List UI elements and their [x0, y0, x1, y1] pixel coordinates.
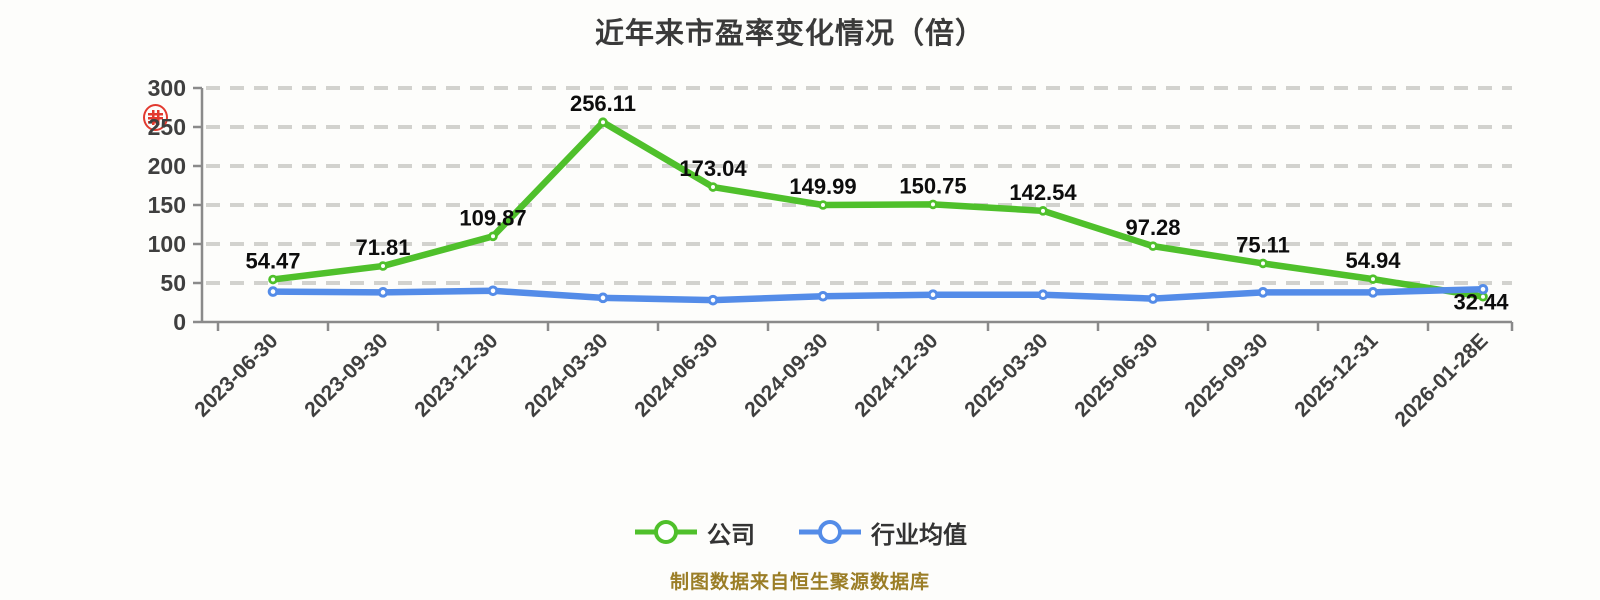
- x-tick-label: 2025-12-31: [1290, 329, 1382, 421]
- industry-average-data-point: [267, 286, 279, 297]
- industry-average-data-point: [1477, 283, 1489, 295]
- y-tick-label: 300: [148, 75, 186, 101]
- company-data-point: [1148, 241, 1158, 251]
- company-data-label: 75.11: [1236, 232, 1290, 257]
- x-tick-label: 2023-12-30: [410, 329, 502, 421]
- company-data-point: [598, 117, 608, 128]
- y-tick-label: 150: [148, 192, 186, 218]
- chart-legend: 公司 行业均值: [0, 514, 1600, 550]
- industry-average-data-point: [707, 294, 719, 306]
- y-tick-label: 200: [148, 153, 186, 179]
- x-tick-label: 2023-06-30: [190, 329, 282, 421]
- company-data-label: 71.81: [355, 235, 410, 260]
- industry-average-data-point: [817, 290, 829, 302]
- industry-average-data-point: [377, 287, 389, 298]
- x-tick-label: 2025-03-30: [960, 329, 1052, 421]
- company-data-point: [1368, 274, 1378, 284]
- x-tick-label: 2024-06-30: [630, 329, 722, 421]
- red-seal-stamp-icon: [143, 104, 168, 131]
- company-data-point: [1038, 206, 1048, 216]
- industry-average-data-point: [487, 285, 499, 297]
- company-data-label: 142.54: [1009, 180, 1077, 205]
- company-data-label: 173.04: [679, 156, 747, 181]
- y-tick-label: 250: [148, 114, 186, 140]
- company-data-label: 150.75: [899, 173, 966, 198]
- company-series-line: [269, 118, 1487, 300]
- industry-average-data-point: [597, 292, 609, 304]
- company-data-point: [488, 231, 498, 242]
- company-data-label: 54.94: [1345, 248, 1401, 273]
- company-data-point: [928, 199, 938, 210]
- company-data-label: 149.99: [789, 174, 856, 199]
- company-data-label: 54.47: [245, 249, 300, 274]
- chart-title: 近年来市盈率变化情况（倍）: [594, 18, 985, 50]
- y-tick-label: 100: [148, 231, 186, 257]
- x-tick-label: 2025-09-30: [1180, 329, 1272, 421]
- red-seal-strokes: [148, 110, 163, 125]
- industry-average-series-line: [269, 285, 1487, 304]
- data-source-note: 制图数据来自恒生聚源数据库: [669, 572, 930, 593]
- company-line-marker-icon: [635, 520, 697, 544]
- x-tick-label: 2024-03-30: [520, 329, 612, 421]
- y-tick-label: 0: [173, 309, 186, 335]
- legend-label-company: 公司: [707, 521, 755, 549]
- industry-average-data-point: [1037, 289, 1049, 301]
- legend-item-industry-average: 行业均值: [797, 514, 967, 550]
- x-tick-label: 2025-06-30: [1070, 329, 1162, 421]
- x-tick-label: 2026-01-28E: [1390, 329, 1492, 431]
- x-tick-label: 2024-12-30: [850, 329, 942, 421]
- industry-average-data-point: [1367, 287, 1379, 298]
- x-tick-label: 2024-09-30: [740, 329, 832, 421]
- company-data-label: 32.44: [1453, 290, 1509, 315]
- company-data-point: [708, 182, 718, 192]
- company-data-label: 256.11: [570, 91, 636, 116]
- industry-average-data-point: [1147, 293, 1159, 304]
- company-data-point: [818, 200, 828, 210]
- industry-average-data-point: [927, 289, 939, 301]
- x-tick-label: 2023-09-30: [300, 329, 392, 421]
- legend-item-company: 公司: [633, 514, 755, 550]
- company-data-point: [268, 274, 278, 285]
- company-data-point: [1258, 258, 1268, 269]
- industry-average-data-point: [1257, 287, 1269, 298]
- company-data-label: 109.87: [459, 205, 526, 230]
- y-tick-label: 50: [160, 270, 186, 296]
- company-data-label: 97.28: [1125, 215, 1180, 240]
- legend-label-industry-average: 行业均值: [871, 521, 967, 549]
- company-data-point: [378, 261, 388, 271]
- industry-average-line-marker-icon: [799, 520, 861, 544]
